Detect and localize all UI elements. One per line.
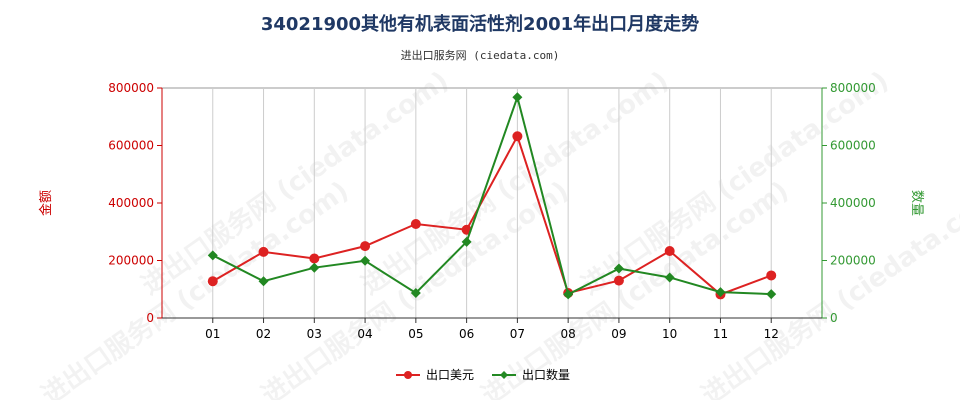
- x-tick-label: 08: [561, 327, 576, 341]
- chart-title: 34021900其他有机表面活性剂2001年出口月度走势: [260, 14, 700, 35]
- right-axis-label: 数量: [909, 190, 924, 216]
- series-1-point: [360, 241, 371, 252]
- series-1-point: [309, 253, 320, 264]
- series-2-point: [563, 289, 574, 300]
- x-tick-label: 04: [357, 327, 372, 341]
- series-2-point: [461, 236, 472, 247]
- x-tick-label: 11: [713, 327, 728, 341]
- series-1-point: [766, 270, 777, 281]
- right-tick-label: 800000: [830, 81, 876, 95]
- left-axis-label: 金额: [38, 190, 54, 216]
- series-layer: [207, 92, 777, 300]
- right-tick-label: 600000: [830, 139, 876, 153]
- x-tick-label: 10: [662, 327, 677, 341]
- series-2-point: [309, 262, 320, 273]
- left-tick-label: 600000: [108, 139, 154, 153]
- series-1-point: [613, 275, 624, 286]
- series-line-1: [212, 133, 772, 296]
- x-tick-label: 06: [459, 327, 474, 341]
- right-tick-label: 200000: [830, 254, 876, 268]
- right-tick-label: 0: [830, 311, 838, 325]
- x-tick-label: 01: [205, 327, 220, 341]
- axis-layer: 0 200000 400000 600000 800000 0 200000 400000 60…: [38, 81, 924, 341]
- x-tick-label: 02: [256, 327, 271, 341]
- left-tick-label: 800000: [108, 81, 154, 95]
- x-tick-label: 07: [510, 327, 525, 341]
- series-2-point: [410, 287, 421, 298]
- series-1-point: [664, 246, 675, 257]
- series-2-point: [360, 255, 371, 266]
- x-tick-label: 09: [611, 327, 626, 341]
- legend-label-1: 出口美元: [426, 368, 474, 382]
- series-1-point: [258, 246, 269, 257]
- x-tick-label: 05: [408, 327, 423, 341]
- x-tick-label: 12: [764, 327, 779, 341]
- series-1-point: [410, 218, 421, 229]
- series-1-point: [512, 131, 523, 142]
- series-2-point: [613, 263, 624, 274]
- x-tick-label: 03: [307, 327, 322, 341]
- left-tick-label: 400000: [108, 196, 154, 210]
- series-2-point: [664, 272, 675, 283]
- legend-label-2: 出口数量: [522, 367, 570, 382]
- series-line-2: [212, 93, 772, 296]
- series-1-point: [207, 276, 218, 287]
- series-2-point: [766, 289, 777, 300]
- chart-subtitle: 进出口服务网 (ciedata.com): [400, 49, 560, 62]
- series-2-point: [715, 287, 726, 298]
- left-tick-label: 0: [146, 311, 154, 325]
- series-2-point: [258, 276, 269, 287]
- left-tick-label: 200000: [108, 254, 154, 268]
- right-tick-label: 400000: [830, 196, 876, 210]
- watermark-layer: 进出口服务网 (ciedata.com)进出口服务网 (ciedata.com)…: [36, 66, 960, 400]
- series-2-point: [207, 250, 218, 261]
- legend-layer: 出口美元 出口数量: [396, 367, 570, 382]
- legend-marker-1: [404, 371, 412, 379]
- legend-marker-2: [500, 371, 508, 379]
- series-2-point: [512, 92, 523, 103]
